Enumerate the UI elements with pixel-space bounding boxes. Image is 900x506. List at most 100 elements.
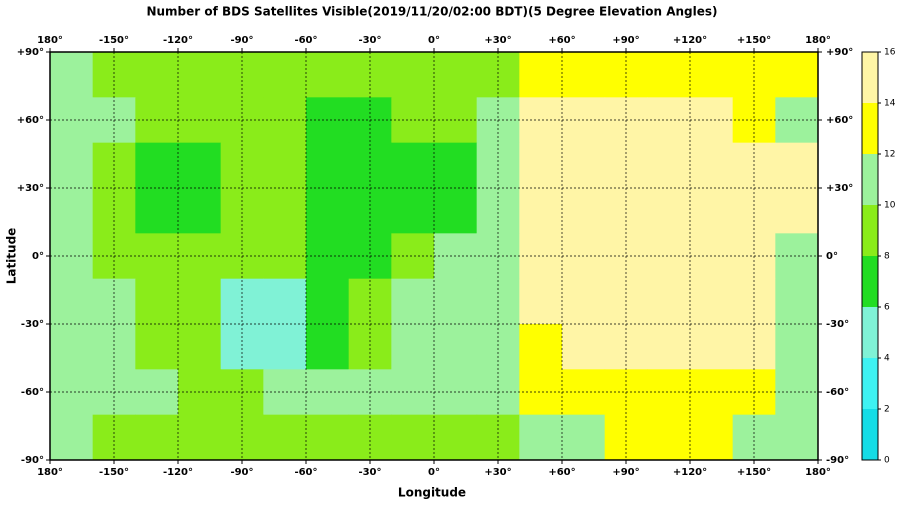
cell: [50, 324, 94, 370]
x-tick-label-top: -90°: [230, 35, 253, 46]
colorbar-tick-label: 12: [884, 150, 895, 160]
cell: [135, 97, 179, 144]
cell: [604, 52, 648, 98]
cell: [476, 188, 520, 234]
cell: [263, 233, 307, 280]
cell: [775, 278, 819, 325]
x-tick-label: 0°: [428, 467, 440, 478]
chart-title: Number of BDS Satellites Visible(2019/11…: [146, 5, 717, 19]
cell: [476, 324, 520, 370]
x-tick-label: 180°: [37, 467, 63, 478]
cell: [732, 188, 776, 234]
y-tick-label-right: +30°: [826, 183, 853, 194]
colorbar-tick-label: 16: [884, 48, 896, 58]
cell: [775, 414, 819, 461]
cell: [391, 324, 435, 370]
colorbar-tick-label: 6: [884, 303, 890, 313]
x-tick-label-top: +60°: [548, 35, 575, 46]
cell: [647, 52, 691, 98]
cell: [647, 278, 691, 325]
y-tick-label: -90°: [21, 455, 44, 466]
cell: [476, 52, 520, 98]
cell: [434, 142, 478, 189]
x-tick-label-top: 180°: [805, 35, 831, 46]
cell: [92, 52, 136, 98]
colorbar-swatch: [862, 409, 878, 460]
x-tick-label-top: -30°: [358, 35, 381, 46]
cell: [135, 278, 179, 325]
cell: [306, 142, 350, 189]
cell: [391, 278, 435, 325]
colorbar-swatch: [862, 103, 878, 154]
cell: [519, 52, 563, 98]
cell: [391, 188, 435, 234]
cell: [50, 188, 94, 234]
x-tick-label-top: +120°: [673, 35, 707, 46]
cell: [562, 142, 606, 189]
cell: [647, 324, 691, 370]
cell: [178, 278, 222, 325]
cell: [647, 369, 691, 416]
cell: [647, 97, 691, 144]
cell: [263, 324, 307, 370]
cell: [50, 278, 94, 325]
cell: [348, 324, 392, 370]
cell: [263, 188, 307, 234]
colorbar-swatch: [862, 256, 878, 307]
cell: [391, 52, 435, 98]
cell: [519, 188, 563, 234]
cell: [263, 97, 307, 144]
y-tick-label-right: +90°: [826, 47, 853, 58]
x-tick-label: +150°: [737, 467, 771, 478]
cell: [220, 52, 264, 98]
y-axis-label: Latitude: [5, 228, 19, 285]
cell: [50, 142, 94, 189]
cell: [519, 369, 563, 416]
x-tick-label-top: +150°: [737, 35, 771, 46]
x-tick-label: 180°: [805, 467, 831, 478]
cell: [92, 188, 136, 234]
colorbar-tick-label: 2: [884, 405, 890, 415]
x-tick-label-top: -150°: [99, 35, 129, 46]
cell: [519, 142, 563, 189]
cell: [604, 324, 648, 370]
colorbar-swatch: [862, 154, 878, 205]
cell: [220, 188, 264, 234]
cell: [690, 414, 734, 461]
y-tick-label: 0°: [32, 251, 44, 262]
cell: [690, 324, 734, 370]
cell: [263, 52, 307, 98]
cell: [562, 52, 606, 98]
y-tick-label: -30°: [21, 319, 44, 330]
x-tick-label: +30°: [484, 467, 511, 478]
cell: [775, 142, 819, 189]
cell: [178, 414, 222, 461]
cell: [562, 324, 606, 370]
cell: [306, 278, 350, 325]
y-tick-label: -60°: [21, 387, 44, 398]
cell: [647, 188, 691, 234]
cell: [519, 324, 563, 370]
y-tick-label-right: -90°: [826, 455, 849, 466]
colorbar-swatch: [862, 307, 878, 358]
y-tick-label-right: -30°: [826, 319, 849, 330]
cell: [178, 142, 222, 189]
x-axis-label: Longitude: [398, 486, 466, 500]
x-tick-label-top: -60°: [294, 35, 317, 46]
cell: [391, 233, 435, 280]
x-tick-label: +60°: [548, 467, 575, 478]
y-tick-label: +30°: [17, 183, 44, 194]
cell: [434, 414, 478, 461]
cell: [135, 142, 179, 189]
cell: [348, 52, 392, 98]
cell: [562, 188, 606, 234]
cell: [775, 52, 819, 98]
x-tick-label: -150°: [99, 467, 129, 478]
cell: [135, 52, 179, 98]
cell: [220, 324, 264, 370]
cell: [263, 369, 307, 416]
colorbar-tick-label: 0: [884, 456, 890, 466]
x-tick-label-top: 180°: [37, 35, 63, 46]
x-tick-label: +120°: [673, 467, 707, 478]
